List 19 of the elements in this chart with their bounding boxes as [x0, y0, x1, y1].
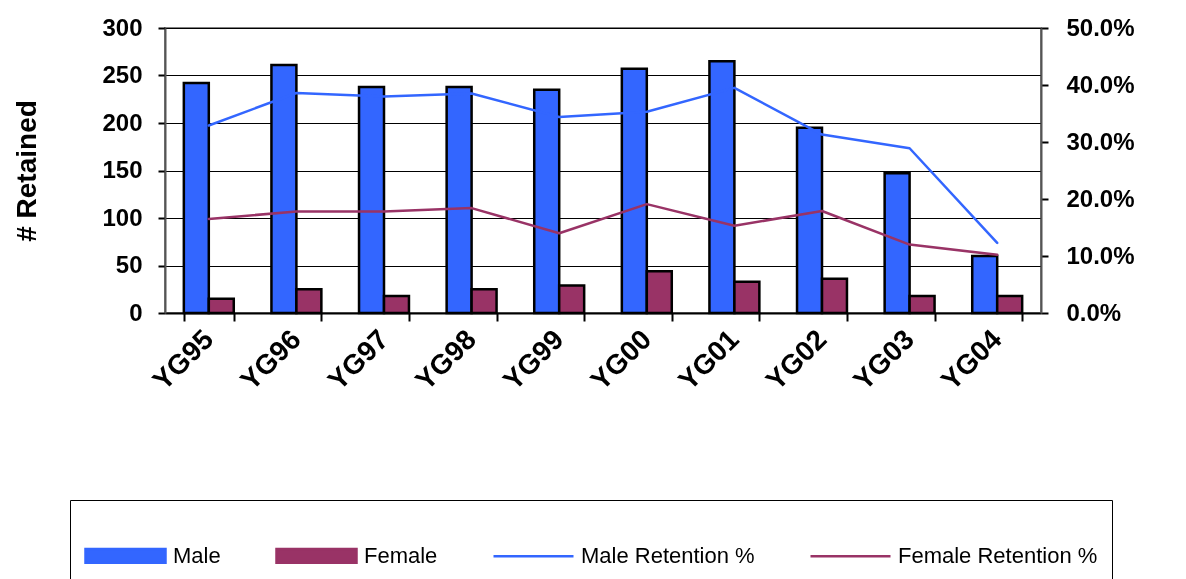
y-tick-label: 200 — [102, 108, 143, 136]
y2-tick-label: 20.0% — [1066, 184, 1135, 212]
y2-tick-label: 10.0% — [1066, 241, 1135, 269]
legend-label: Female Retention % — [898, 543, 1098, 569]
y-tick-label: 100 — [102, 203, 143, 231]
y-tick-label: 300 — [102, 13, 143, 41]
y2-tick-label: 50.0% — [1066, 13, 1135, 41]
y-tick-label: 250 — [102, 61, 143, 88]
y2-tick-label: 30.0% — [1066, 127, 1135, 155]
y2-tick-label: 0.0% — [1066, 298, 1122, 326]
legend-label: Male — [173, 542, 221, 568]
y-tick-label: 150 — [102, 156, 143, 183]
y-tick-label: 50 — [115, 251, 143, 278]
line-series — [207, 202, 999, 257]
legend-label: Female — [364, 542, 438, 568]
y-axis-title: # Retained — [11, 100, 43, 242]
legend-label: Male Retention % — [581, 543, 755, 569]
y2-tick-label: 40.0% — [1066, 70, 1135, 98]
y-tick-label: 0 — [129, 298, 143, 326]
